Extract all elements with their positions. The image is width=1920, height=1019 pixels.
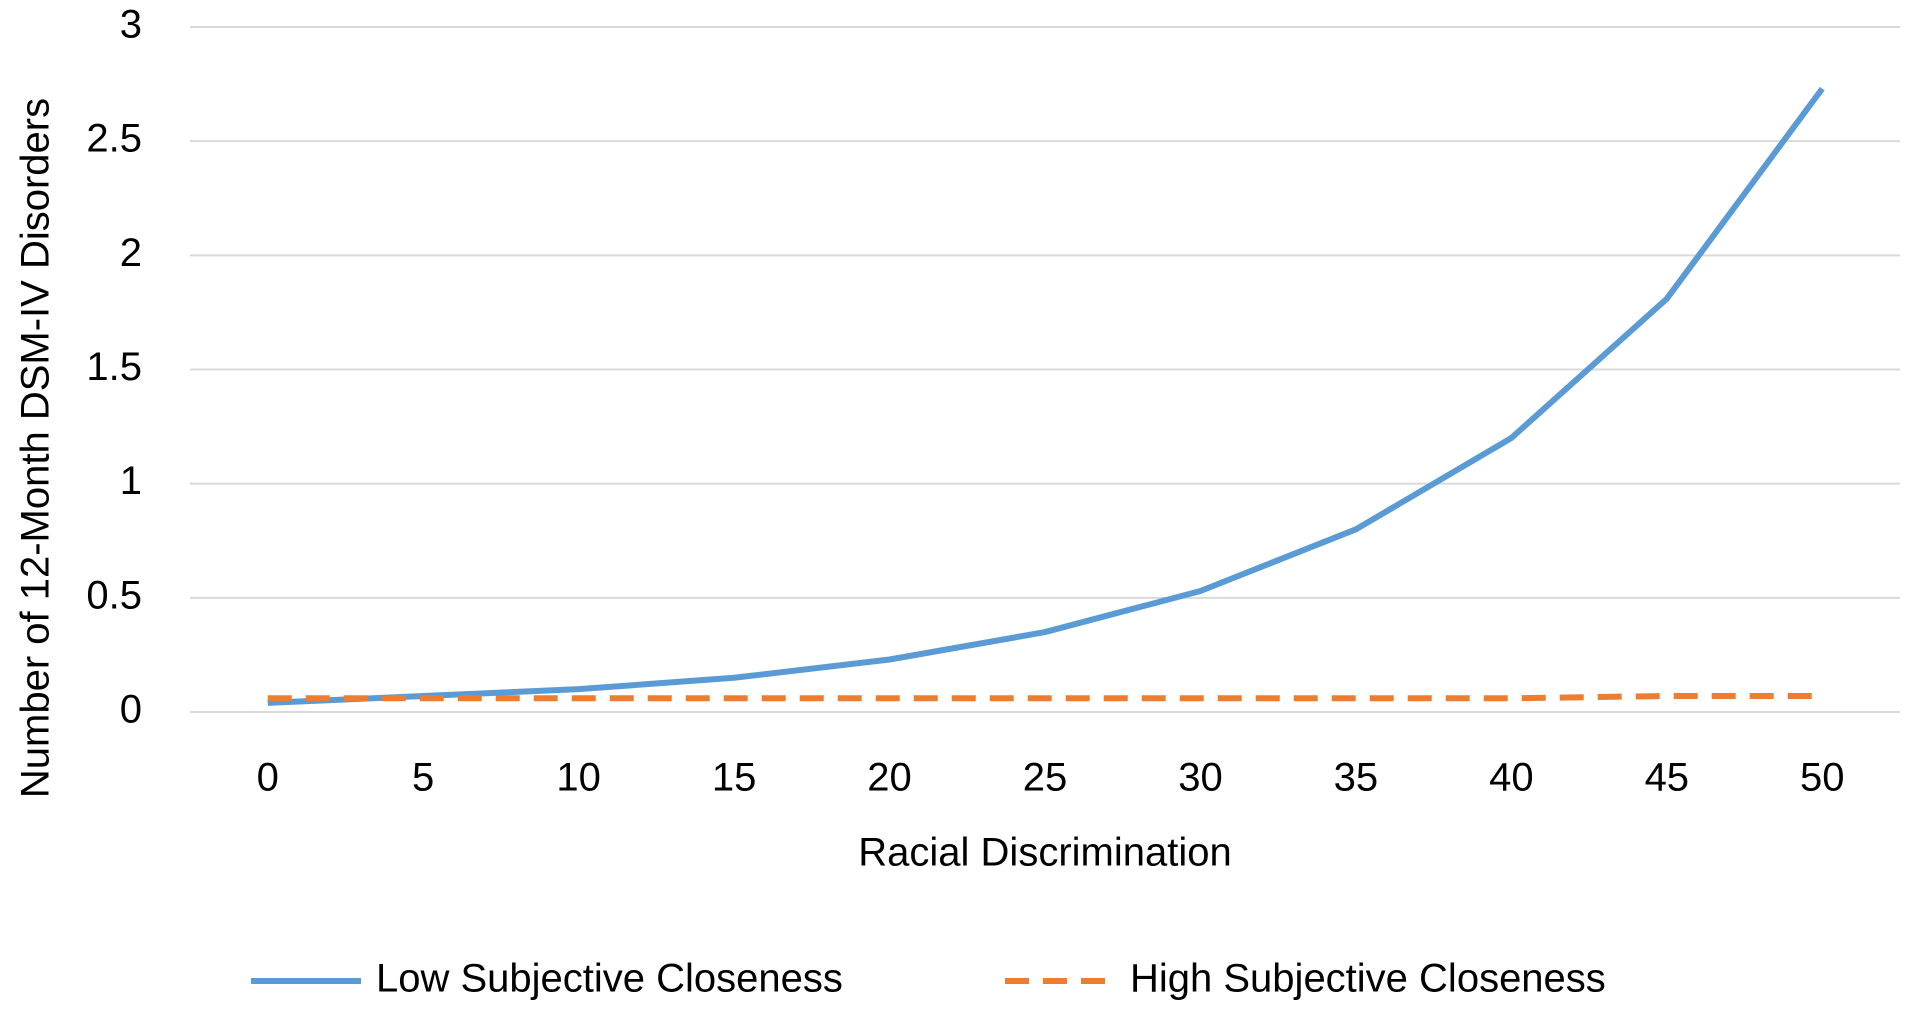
x-tick-label: 5 — [412, 756, 434, 800]
y-tick-label: 1 — [120, 459, 142, 503]
y-tick-label: 2 — [120, 231, 142, 275]
x-tick-label: 40 — [1489, 756, 1534, 800]
x-tick-label: 50 — [1800, 756, 1845, 800]
x-tick-label: 30 — [1178, 756, 1223, 800]
legend-label: High Subjective Closeness — [1130, 957, 1606, 1001]
data-line — [267, 693, 1823, 702]
x-tick-label: 25 — [1023, 756, 1068, 800]
data-line — [267, 86, 1825, 706]
x-tick-label: 15 — [712, 756, 757, 800]
y-tick-label: 0.5 — [86, 573, 142, 617]
x-tick-label: 45 — [1645, 756, 1690, 800]
y-axis-title: Number of 12-Month DSM-IV Disorders — [14, 98, 58, 798]
x-tick-label: 20 — [867, 756, 912, 800]
legend-label: Low Subjective Closeness — [376, 957, 843, 1001]
x-tick-label: 35 — [1334, 756, 1379, 800]
x-axis-title: Racial Discrimination — [858, 831, 1231, 875]
y-tick-label: 1.5 — [86, 345, 142, 389]
y-tick-label: 2.5 — [86, 117, 142, 161]
y-tick-label: 3 — [120, 3, 142, 47]
x-tick-label: 0 — [257, 756, 279, 800]
x-tick-label: 10 — [556, 756, 601, 800]
y-tick-label: 0 — [120, 688, 142, 732]
